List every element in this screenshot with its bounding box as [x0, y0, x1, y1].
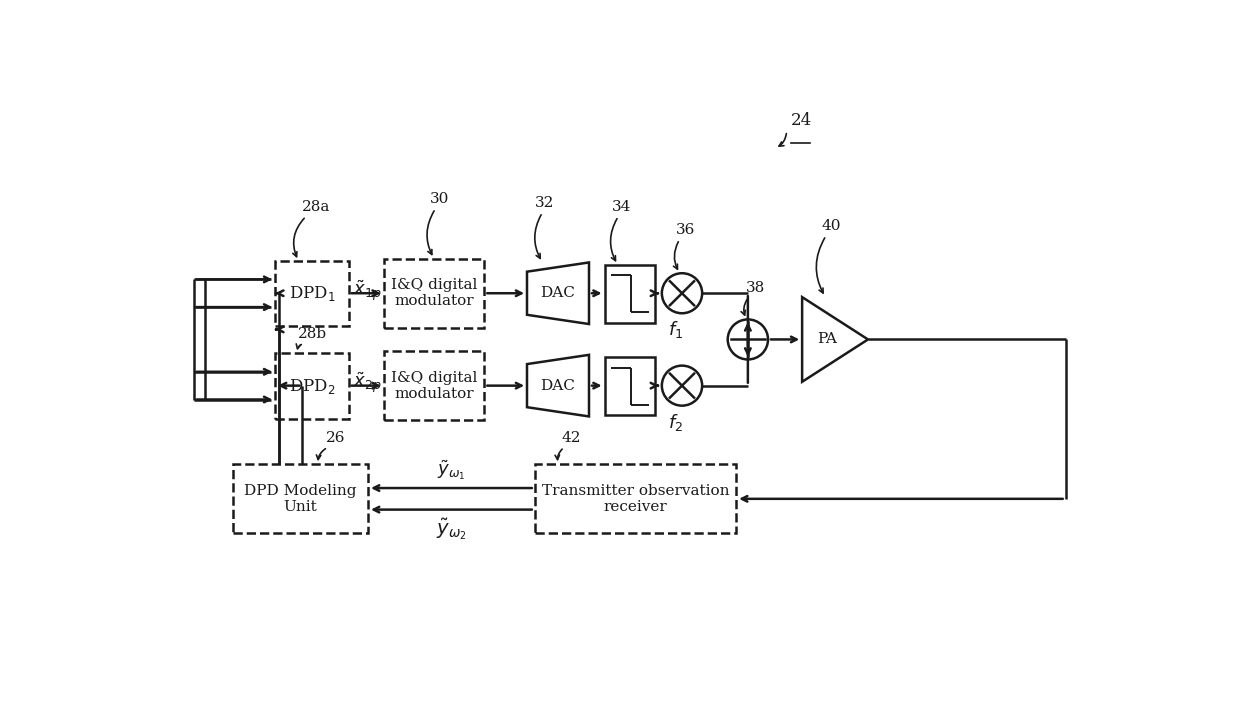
Text: 36: 36 — [676, 223, 696, 237]
Text: $\tilde{y}_{\omega_1}$: $\tilde{y}_{\omega_1}$ — [438, 458, 466, 482]
Text: $f_2$: $f_2$ — [668, 412, 683, 433]
Text: 24: 24 — [791, 112, 812, 129]
Text: 38: 38 — [745, 281, 765, 295]
Text: 42: 42 — [562, 431, 582, 445]
Text: 34: 34 — [613, 200, 631, 214]
Text: DAC: DAC — [541, 286, 575, 300]
Text: 28a: 28a — [303, 200, 331, 214]
Text: DAC: DAC — [541, 379, 575, 392]
FancyBboxPatch shape — [534, 464, 737, 534]
Text: $\tilde{x}_{1p}$: $\tilde{x}_{1p}$ — [352, 278, 382, 303]
Text: DPD$_2$: DPD$_2$ — [289, 376, 335, 395]
Text: 28b: 28b — [299, 327, 327, 341]
Text: $f_1$: $f_1$ — [668, 319, 683, 340]
Text: $\tilde{y}_{\omega_2}$: $\tilde{y}_{\omega_2}$ — [436, 515, 466, 542]
Text: $\tilde{x}_{2p}$: $\tilde{x}_{2p}$ — [352, 370, 382, 395]
Text: 40: 40 — [821, 219, 841, 233]
Text: 26: 26 — [325, 431, 345, 445]
Text: PA: PA — [817, 332, 837, 347]
FancyBboxPatch shape — [383, 351, 485, 421]
Text: Transmitter observation
receiver: Transmitter observation receiver — [542, 484, 729, 514]
Text: I&Q digital
modulator: I&Q digital modulator — [391, 278, 477, 308]
FancyBboxPatch shape — [275, 261, 348, 327]
Text: 30: 30 — [430, 193, 449, 206]
FancyBboxPatch shape — [275, 353, 348, 418]
Text: I&Q digital
modulator: I&Q digital modulator — [391, 371, 477, 401]
FancyBboxPatch shape — [383, 258, 485, 328]
Text: DPD$_1$: DPD$_1$ — [289, 284, 335, 303]
Text: DPD Modeling
Unit: DPD Modeling Unit — [244, 484, 357, 514]
FancyBboxPatch shape — [605, 265, 655, 322]
Text: 32: 32 — [534, 196, 554, 210]
FancyBboxPatch shape — [233, 464, 368, 534]
FancyBboxPatch shape — [605, 357, 655, 415]
